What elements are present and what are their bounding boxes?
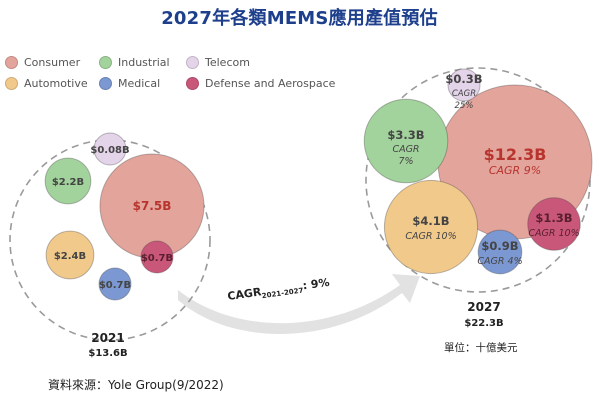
legend-swatch [5, 77, 18, 90]
bubble-cagr-label: 25% [455, 101, 474, 111]
bubble-defense-and-aerospace [527, 197, 581, 251]
legend-item: Industrial [99, 56, 170, 69]
chart-title: 2027年各類MEMS應用產值預估 [161, 8, 438, 29]
legend-swatch [99, 56, 112, 69]
bubble-industrial [363, 98, 449, 184]
legend-label: Automotive [24, 77, 88, 90]
bubble-value-label: $4.1B [412, 214, 449, 228]
cagr-annotation: CAGR2021-2027: 9% [227, 276, 331, 305]
legend-label: Medical [118, 77, 161, 90]
bubble-cagr-label: CAGR [392, 144, 419, 155]
bubble-value-label: $0.08B [90, 145, 129, 156]
legend-item: Medical [99, 77, 160, 90]
bubble-value-label: $12.3B [484, 145, 547, 164]
legend-label: Industrial [118, 56, 170, 69]
legend-swatch [99, 77, 112, 90]
group-year-label: 2027 [467, 300, 500, 314]
bubble-cagr-label: 7% [398, 156, 413, 167]
group-total-label: $22.3B [464, 318, 503, 329]
bubble-medical [98, 267, 132, 301]
legend-swatch [186, 77, 199, 90]
bubble-value-label: $2.4B [54, 251, 86, 262]
unit-note: 單位：十億美元 [444, 342, 518, 354]
legend-item: Defense and Aerospace [186, 77, 335, 90]
bubble-value-label: $0.9B [481, 239, 518, 253]
group-outline-2027 [365, 67, 591, 293]
bubble-cagr-label: CAGR 10% [405, 231, 456, 242]
bubble-cagr-label: CAGR 10% [528, 228, 579, 239]
legend-swatch [5, 56, 18, 69]
group-year-label: 2021 [91, 331, 124, 345]
growth-arrow [178, 274, 420, 335]
bubble-value-label: $7.5B [133, 199, 172, 213]
bubble-industrial [44, 157, 92, 205]
legend-label: Consumer [24, 56, 81, 69]
bubble-defense-and-aerospace [140, 240, 174, 274]
source-note: 資料來源：Yole Group(9/2022) [48, 378, 224, 392]
bubble-cagr-label: CAGR [452, 89, 476, 99]
bubble-automotive [383, 179, 479, 275]
bubble-value-label: $0.3B [445, 72, 482, 86]
bubble-medical [477, 229, 523, 275]
group-total-label: $13.6B [88, 348, 127, 359]
bubble-telecom [447, 68, 481, 102]
bubble-value-label: $0.7B [141, 253, 173, 264]
legend-item: Telecom [186, 56, 250, 69]
legend-swatch [186, 56, 199, 69]
bubble-value-label: $0.7B [99, 280, 131, 291]
legend-label: Telecom [205, 56, 250, 69]
legend-item: Automotive [5, 77, 88, 90]
bubble-value-label: $1.3B [535, 211, 572, 225]
bubble-cagr-label: CAGR 4% [477, 256, 522, 267]
bubble-value-label: $3.3B [387, 128, 424, 142]
bubble-automotive [45, 230, 95, 280]
bubble-telecom [93, 132, 127, 166]
bubble-value-label: $2.2B [52, 177, 84, 188]
bubble-cagr-label: CAGR 9% [489, 164, 541, 177]
legend-label: Defense and Aerospace [205, 77, 336, 90]
legend-item: Consumer [5, 56, 80, 69]
